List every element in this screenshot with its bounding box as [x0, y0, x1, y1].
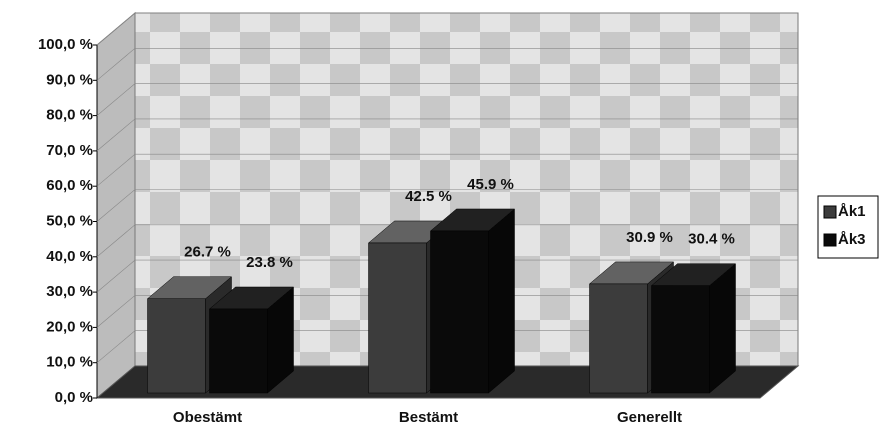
legend-swatch: [823, 233, 837, 247]
grid-line: [96, 295, 798, 328]
bar-side: [488, 208, 515, 394]
bar-side: [709, 263, 736, 394]
x-tick-label: Generellt: [617, 409, 682, 426]
y-tick-label: 80,0 %: [46, 107, 93, 124]
bar: [651, 285, 710, 394]
bar: [209, 308, 268, 394]
x-tick-label: Obestämt: [173, 409, 242, 426]
y-tick-label: 50,0 %: [46, 212, 93, 229]
bar: [430, 230, 489, 394]
grid-line: [96, 224, 798, 258]
grid-line: [96, 47, 798, 81]
grid-line: [96, 330, 798, 363]
legend-swatch: [823, 205, 837, 219]
grid-line: [96, 189, 798, 222]
value-label: 45.9 %: [467, 176, 514, 193]
y-tick-label: 60,0 %: [46, 177, 93, 194]
value-label: 26.7 %: [184, 244, 231, 261]
value-label: 23.8 %: [246, 254, 293, 271]
grid-line: [96, 118, 798, 152]
legend-label: Åk3: [838, 231, 866, 248]
bar: [147, 298, 206, 394]
bar: [589, 283, 648, 394]
y-tick-label: 100,0 %: [38, 36, 93, 53]
grid-line: [96, 153, 798, 187]
bar: [368, 242, 427, 394]
grid-line: [96, 83, 798, 116]
grid-line: [96, 259, 798, 293]
y-tick-label: 70,0 %: [46, 142, 93, 159]
y-tick-label: 90,0 %: [46, 71, 93, 88]
x-tick-label: Bestämt: [399, 409, 458, 426]
y-tick-label: 40,0 %: [46, 248, 93, 265]
grid-line: [96, 12, 798, 46]
legend-label: Åk1: [838, 203, 866, 220]
value-label: 42.5 %: [405, 188, 452, 205]
y-tick-label: 30,0 %: [46, 283, 93, 300]
y-tick-label: 20,0 %: [46, 318, 93, 335]
y-tick-label: 10,0 %: [46, 354, 93, 371]
y-tick-label: 0,0 %: [55, 389, 93, 406]
value-label: 30.4 %: [688, 231, 735, 248]
value-label: 30.9 %: [626, 229, 673, 246]
